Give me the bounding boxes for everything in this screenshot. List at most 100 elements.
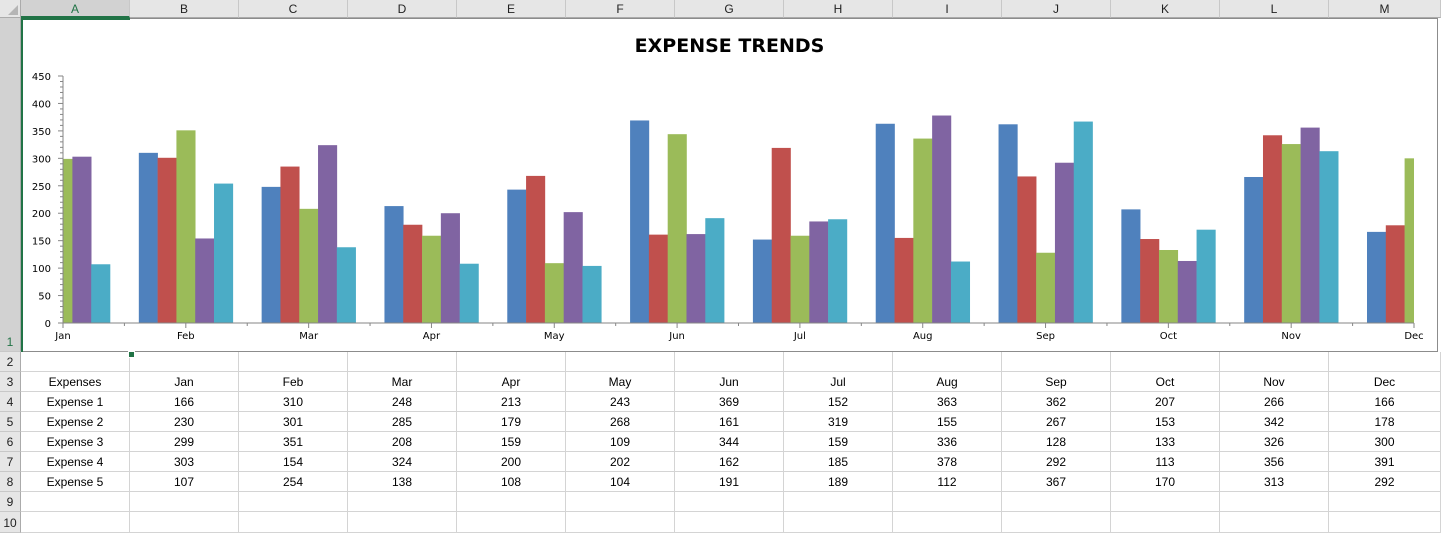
row-header-6[interactable]: 6 [0, 432, 21, 452]
bar-expense-5-mar[interactable] [336, 247, 356, 323]
column-header-I[interactable]: I [893, 0, 1002, 18]
bar-expense-5-aug[interactable] [950, 261, 971, 323]
table-cell[interactable]: 152 [784, 392, 893, 412]
table-cell[interactable]: 351 [239, 432, 348, 452]
bar-expense-4-sep[interactable] [1054, 162, 1075, 323]
empty-cell[interactable] [348, 352, 457, 372]
empty-cell[interactable] [893, 492, 1002, 512]
bar-expense-4-nov[interactable] [1300, 127, 1320, 324]
table-cell[interactable]: 104 [566, 472, 675, 492]
bar-expense-2-feb[interactable] [157, 157, 177, 323]
bar-expense-2-may[interactable] [526, 175, 546, 323]
table-cell[interactable]: 285 [348, 412, 457, 432]
empty-cell[interactable] [675, 492, 784, 512]
table-header-cell[interactable]: Mar [348, 372, 457, 392]
table-cell[interactable]: 107 [130, 472, 239, 492]
row-header-1[interactable]: 1 [0, 18, 21, 352]
table-cell[interactable]: 292 [1002, 452, 1111, 472]
table-cell[interactable]: 378 [893, 452, 1002, 472]
table-cell[interactable]: 154 [239, 452, 348, 472]
table-cell[interactable]: 153 [1111, 412, 1220, 432]
row-header-9[interactable]: 9 [0, 492, 21, 512]
column-header-C[interactable]: C [239, 0, 348, 18]
bar-expense-3-nov[interactable] [1281, 144, 1301, 323]
bar-expense-1-may[interactable] [507, 189, 527, 323]
table-header-cell[interactable]: Feb [239, 372, 348, 392]
table-header-cell[interactable]: Nov [1220, 372, 1329, 392]
column-header-L[interactable]: L [1220, 0, 1329, 18]
table-cell[interactable]: 207 [1111, 392, 1220, 412]
fill-handle[interactable] [128, 351, 135, 358]
bar-expense-1-feb[interactable] [138, 152, 158, 323]
bar-expense-1-dec[interactable] [1367, 231, 1387, 323]
table-header-cell[interactable]: May [566, 372, 675, 392]
table-cell[interactable]: 356 [1220, 452, 1329, 472]
table-cell[interactable]: 109 [566, 432, 675, 452]
row-header-10[interactable]: 10 [0, 512, 21, 533]
table-cell[interactable]: 200 [457, 452, 566, 472]
table-header-cell[interactable]: Expenses [21, 372, 130, 392]
table-header-cell[interactable]: Dec [1329, 372, 1441, 392]
bar-expense-3-sep[interactable] [1036, 252, 1056, 323]
table-cell[interactable]: 299 [130, 432, 239, 452]
table-cell[interactable]: Expense 4 [21, 452, 130, 472]
bar-expense-2-sep[interactable] [1017, 176, 1037, 323]
empty-cell[interactable] [457, 512, 566, 533]
empty-cell[interactable] [348, 492, 457, 512]
bar-expense-3-feb[interactable] [176, 130, 196, 323]
bar-expense-3-apr[interactable] [422, 235, 442, 323]
row-header-4[interactable]: 4 [0, 392, 21, 412]
table-cell[interactable]: 319 [784, 412, 893, 432]
empty-cell[interactable] [457, 352, 566, 372]
empty-cell[interactable] [893, 352, 1002, 372]
empty-cell[interactable] [1329, 512, 1441, 533]
column-header-A[interactable]: A [21, 0, 130, 18]
bar-expense-2-jul[interactable] [771, 147, 791, 323]
empty-cell[interactable] [130, 512, 239, 533]
table-cell[interactable]: 185 [784, 452, 893, 472]
column-header-D[interactable]: D [348, 0, 457, 18]
table-cell[interactable]: 268 [566, 412, 675, 432]
bar-expense-5-jun[interactable] [705, 218, 725, 323]
empty-cell[interactable] [239, 352, 348, 372]
bar-expense-5-feb[interactable] [214, 183, 234, 323]
empty-cell[interactable] [1002, 492, 1111, 512]
empty-cell[interactable] [1329, 352, 1441, 372]
table-cell[interactable]: 202 [566, 452, 675, 472]
table-cell[interactable]: 267 [1002, 412, 1111, 432]
empty-cell[interactable] [239, 492, 348, 512]
empty-cell[interactable] [1220, 352, 1329, 372]
table-cell[interactable]: 326 [1220, 432, 1329, 452]
bar-expense-2-aug[interactable] [894, 237, 914, 323]
table-cell[interactable]: 254 [239, 472, 348, 492]
bar-expense-3-dec[interactable] [1404, 158, 1424, 323]
bar-expense-2-nov[interactable] [1262, 135, 1283, 323]
empty-cell[interactable] [21, 512, 130, 533]
bar-expense-2-apr[interactable] [403, 224, 423, 323]
table-cell[interactable]: 324 [348, 452, 457, 472]
bar-expense-4-jul[interactable] [809, 221, 829, 323]
column-header-E[interactable]: E [457, 0, 566, 18]
bar-expense-4-feb[interactable] [195, 238, 215, 323]
empty-cell[interactable] [566, 492, 675, 512]
table-header-cell[interactable]: Apr [457, 372, 566, 392]
bar-expense-1-apr[interactable] [384, 206, 404, 323]
table-cell[interactable]: 313 [1220, 472, 1329, 492]
bar-expense-4-jun[interactable] [686, 234, 706, 323]
table-cell[interactable]: 108 [457, 472, 566, 492]
bar-expense-1-mar[interactable] [261, 186, 281, 323]
bar-expense-1-jun[interactable] [630, 120, 650, 324]
bar-expense-3-may[interactable] [544, 263, 564, 323]
bar-expense-1-nov[interactable] [1244, 176, 1264, 323]
row-header-3[interactable]: 3 [0, 372, 21, 392]
table-cell[interactable]: 363 [893, 392, 1002, 412]
table-cell[interactable]: 166 [1329, 392, 1441, 412]
table-cell[interactable]: 301 [239, 412, 348, 432]
table-cell[interactable]: 112 [893, 472, 1002, 492]
empty-cell[interactable] [457, 492, 566, 512]
table-cell[interactable]: Expense 5 [21, 472, 130, 492]
bar-expense-3-aug[interactable] [913, 138, 933, 323]
empty-cell[interactable] [893, 512, 1002, 533]
bar-expense-1-aug[interactable] [875, 123, 895, 324]
table-cell[interactable]: 191 [675, 472, 784, 492]
